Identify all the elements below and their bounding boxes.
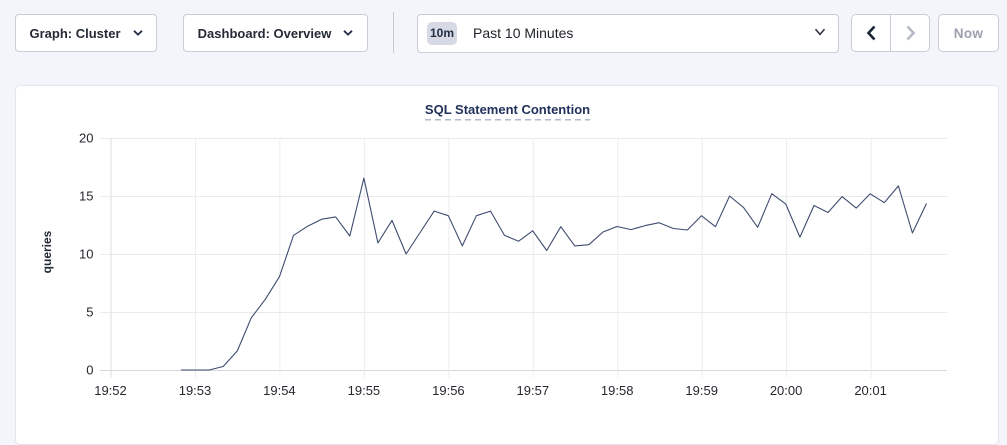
svg-text:19:59: 19:59 (685, 383, 718, 398)
svg-text:5: 5 (86, 305, 93, 320)
svg-text:15: 15 (79, 189, 93, 204)
svg-text:20:00: 20:00 (770, 383, 803, 398)
svg-text:10: 10 (79, 247, 93, 262)
svg-text:19:55: 19:55 (348, 383, 381, 398)
svg-text:SQL Statement Contention: SQL Statement Contention (425, 102, 590, 117)
svg-text:19:56: 19:56 (432, 383, 465, 398)
svg-text:19:57: 19:57 (517, 383, 550, 398)
svg-text:19:58: 19:58 (601, 383, 634, 398)
svg-text:19:53: 19:53 (179, 383, 212, 398)
svg-text:20: 20 (79, 131, 93, 146)
svg-text:19:52: 19:52 (94, 383, 127, 398)
svg-text:20:01: 20:01 (854, 383, 887, 398)
svg-text:19:54: 19:54 (263, 383, 296, 398)
svg-text:queries: queries (40, 230, 54, 273)
svg-text:0: 0 (86, 363, 93, 378)
